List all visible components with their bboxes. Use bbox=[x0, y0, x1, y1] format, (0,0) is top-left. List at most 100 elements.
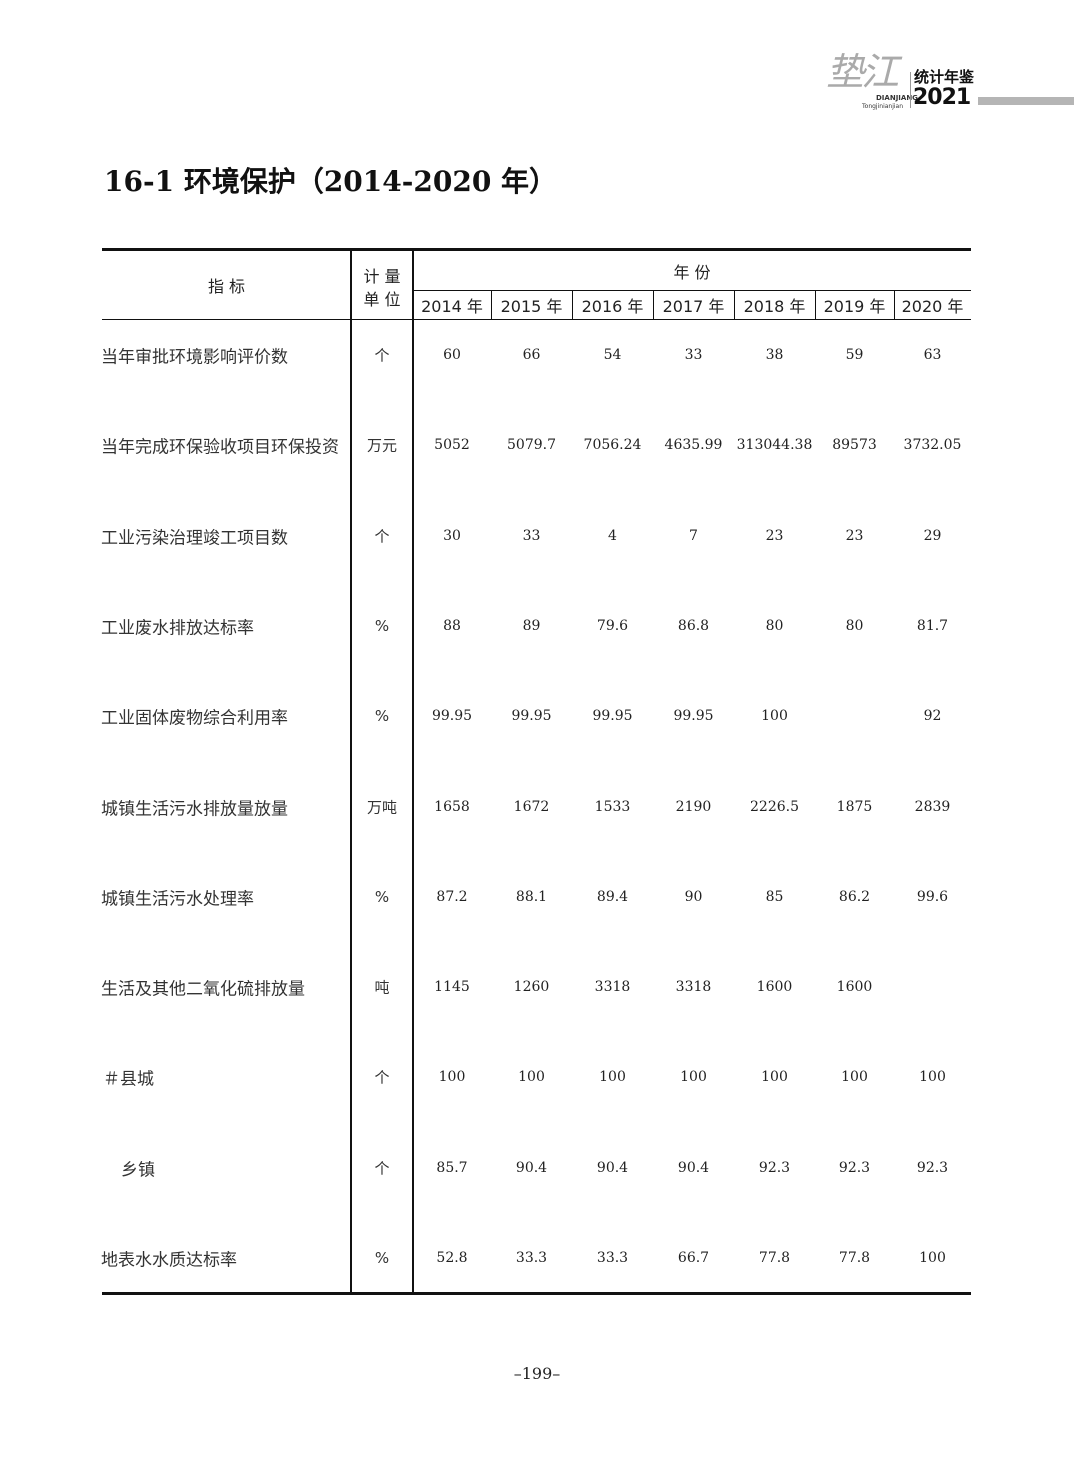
table-cell: 33.3 bbox=[596, 1250, 629, 1266]
row-label: 当年完成环保验收项目环保投资 bbox=[101, 437, 339, 458]
table-cell: 79.6 bbox=[596, 617, 629, 634]
table-cell: 86.2 bbox=[838, 888, 871, 905]
table-cell: 33 bbox=[522, 527, 541, 544]
table-cell: 88 bbox=[443, 617, 461, 634]
logo-pinyin-2: Tongjinianjian bbox=[862, 103, 904, 110]
table-cell: 90.4 bbox=[515, 1159, 548, 1176]
table-cell: 85 bbox=[765, 888, 784, 905]
row-label: 工业废水排放达标率 bbox=[101, 618, 254, 639]
table-cell: 33 bbox=[684, 347, 703, 363]
table-cell: 2839 bbox=[914, 798, 951, 815]
table-cell: 100 bbox=[518, 1069, 545, 1086]
row-label: ＃县城 bbox=[103, 1069, 154, 1090]
table-cell: 100 bbox=[599, 1069, 626, 1086]
header-year: 2016 年 bbox=[581, 297, 644, 316]
table-cell: 77.8 bbox=[838, 1250, 871, 1266]
table-cell: 100 bbox=[919, 1069, 946, 1086]
table-cell: 99.6 bbox=[916, 888, 949, 905]
table-cell: 1260 bbox=[513, 979, 550, 996]
row-label: 城镇生活污水处理率 bbox=[101, 889, 254, 910]
table-top-rule bbox=[102, 248, 971, 251]
table-cell: 81.7 bbox=[916, 617, 949, 634]
year-divider bbox=[491, 290, 492, 319]
table-cell: 99.95 bbox=[431, 708, 473, 725]
table-cell: 90.4 bbox=[596, 1159, 629, 1176]
header-year: 2020 年 bbox=[901, 297, 964, 316]
row-label: 工业污染治理竣工项目数 bbox=[101, 528, 288, 549]
row-unit: 个 bbox=[374, 1068, 390, 1087]
row-label: 乡镇 bbox=[121, 1160, 155, 1181]
table-cell: 86.8 bbox=[677, 617, 710, 634]
table-cell: 1875 bbox=[836, 798, 873, 815]
row-unit: % bbox=[374, 707, 390, 726]
table-cell: 52.8 bbox=[436, 1250, 468, 1266]
header-year-group: 年 份 bbox=[673, 263, 711, 282]
table-cell: 63 bbox=[923, 347, 942, 363]
table-cell: 100 bbox=[438, 1069, 466, 1086]
table-cell: 1145 bbox=[434, 979, 470, 996]
header-bar bbox=[978, 97, 1074, 105]
table-cell: 92.3 bbox=[838, 1159, 871, 1176]
table-cell: 2226.5 bbox=[750, 798, 799, 815]
table-cell: 59 bbox=[845, 347, 864, 363]
header-year: 2015 年 bbox=[500, 297, 563, 316]
table-cell: 60 bbox=[443, 347, 461, 363]
header-indicator: 指 标 bbox=[207, 277, 246, 296]
header-year: 2019 年 bbox=[823, 297, 886, 316]
table-cell: 1600 bbox=[836, 979, 873, 996]
row-label: 地表水水质达标率 bbox=[101, 1250, 237, 1271]
table-cell: 80 bbox=[845, 617, 864, 634]
header-year: 2014 年 bbox=[421, 297, 483, 316]
table-cell: 4635.99 bbox=[664, 437, 723, 454]
table-cell: 89 bbox=[522, 617, 541, 634]
table-cell: 2190 bbox=[675, 798, 712, 815]
table-cell: 4 bbox=[608, 527, 617, 544]
header-unit-2: 单 位 bbox=[363, 290, 401, 309]
row-label: 城镇生活污水排放量放量 bbox=[101, 799, 288, 819]
table-cell: 29 bbox=[923, 527, 942, 544]
table-cell: 66.7 bbox=[677, 1250, 710, 1266]
table-cell: 89.4 bbox=[596, 888, 629, 905]
table-bottom-rule bbox=[102, 1292, 971, 1295]
year-divider bbox=[815, 290, 816, 319]
table-cell: 33.3 bbox=[515, 1250, 548, 1266]
logo-title: 统计年鉴 bbox=[914, 68, 975, 86]
table-cell: 100 bbox=[680, 1069, 707, 1086]
logo-pinyin: DIANJIANG bbox=[876, 94, 918, 102]
logo-divider bbox=[910, 72, 911, 108]
row-label: 当年审批环境影响评价数 bbox=[101, 347, 288, 368]
table-cell: 80 bbox=[765, 617, 784, 634]
table-cell: 7 bbox=[689, 527, 698, 544]
table-cell: 92.3 bbox=[916, 1159, 949, 1176]
header-bottom-rule bbox=[102, 319, 971, 320]
table-cell: 99.95 bbox=[673, 708, 714, 725]
table-cell: 38 bbox=[765, 347, 784, 363]
row-label: 工业固体废物综合利用率 bbox=[101, 708, 288, 729]
logo-year: 2021 bbox=[913, 85, 971, 110]
table-cell: 1672 bbox=[513, 798, 550, 815]
table-cell: 87.2 bbox=[436, 888, 468, 905]
table-cell: 1533 bbox=[594, 798, 631, 815]
table-cell: 85.7 bbox=[436, 1159, 468, 1176]
row-unit: % bbox=[374, 616, 390, 635]
row-unit: 吨 bbox=[374, 978, 390, 997]
table-cell: 100 bbox=[761, 1069, 788, 1086]
table-cell: 92.3 bbox=[758, 1159, 791, 1176]
table-cell: 99.95 bbox=[592, 708, 633, 725]
page-title: 16-1 环境保护（2014-2020 年） bbox=[104, 165, 558, 198]
table-cell: 88.1 bbox=[515, 888, 548, 905]
row-unit: 万元 bbox=[366, 436, 397, 455]
year-divider bbox=[894, 290, 895, 319]
table-cell: 23 bbox=[765, 527, 784, 544]
header-year: 2018 年 bbox=[743, 297, 806, 316]
row-unit: 个 bbox=[374, 527, 390, 546]
row-unit: % bbox=[374, 1249, 390, 1267]
table-cell: 100 bbox=[841, 1069, 868, 1086]
row-unit: 个 bbox=[374, 1159, 390, 1178]
row-unit: 个 bbox=[374, 346, 390, 365]
year-row-rule bbox=[413, 290, 971, 291]
table-cell: 3318 bbox=[675, 979, 712, 996]
page-number: –199– bbox=[513, 1364, 561, 1383]
table-cell: 5052 bbox=[434, 437, 470, 454]
header-unit-1: 计 量 bbox=[363, 267, 401, 286]
